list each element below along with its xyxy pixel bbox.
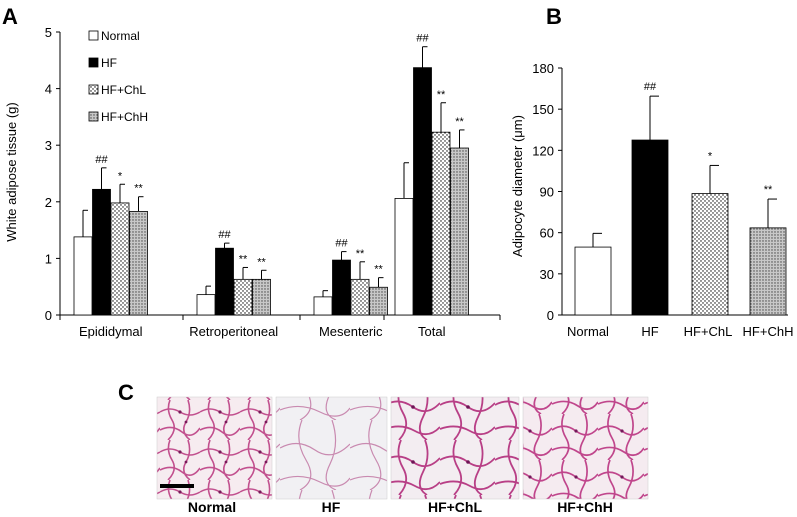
chart-a-legend-swatch — [88, 57, 99, 68]
panel-label-c: C — [118, 380, 134, 405]
chart-a-annotation: ** — [134, 183, 143, 195]
chart-b-ylabel: Adipocyte diameter (μm) — [510, 115, 525, 257]
chart-a: White adipose tissue (g) 0 1 2 3 4 5 ## ## ## ##… — [4, 25, 501, 339]
chart-b-xtick-label: HF+ChH — [743, 324, 794, 339]
chart-a-bar — [110, 202, 130, 316]
chart-a-ytick-label: 1 — [45, 251, 52, 266]
chart-a-legend-swatch — [88, 111, 99, 122]
histology-panel: Normal HF HF+ChL HF+ChH — [156, 396, 649, 515]
chart-a-ylabel: White adipose tissue (g) — [4, 102, 19, 241]
histology-label-hf: HF — [322, 499, 341, 515]
chart-a-annotation: ## — [416, 33, 429, 45]
chart-a-ytick-label: 2 — [45, 195, 52, 210]
chart-a-bar — [252, 278, 271, 316]
chart-a-legend-label: HF — [101, 56, 117, 70]
chart-a-bar — [129, 211, 148, 316]
chart-a-bar — [313, 296, 333, 316]
chart-b-ytick-label: 180 — [532, 61, 554, 76]
chart-a-annotation: ** — [356, 248, 365, 260]
chart-a-ytick-label: 3 — [45, 138, 52, 153]
chart-a-annotation: ** — [437, 89, 446, 101]
chart-b-bar — [574, 246, 612, 316]
chart-a-bar — [215, 247, 234, 316]
chart-b-bar — [631, 139, 669, 316]
chart-a-xtick-label: Retroperitoneal — [189, 324, 278, 339]
chart-b-annotation: * — [708, 150, 713, 162]
chart-b-ytick-label: 120 — [532, 143, 554, 158]
chart-b: Adipocyte diameter (μm) 0 30 60 90 120 150 180… — [510, 61, 793, 339]
chart-b-annotation: ** — [764, 184, 773, 196]
chart-b-ytick-label: 150 — [532, 102, 554, 117]
chart-a-bar — [73, 236, 93, 316]
chart-b-annotation: ## — [644, 81, 657, 93]
chart-a-bar — [431, 131, 451, 316]
chart-a-ytick-label: 0 — [45, 308, 52, 323]
chart-a-annotation: ## — [95, 154, 108, 166]
chart-a-bar — [369, 286, 388, 316]
histology-image-hf-chl — [391, 397, 519, 499]
histology-label-hf-chl: HF+ChL — [428, 499, 483, 515]
chart-a-legend: Normal HF HF+ChL HF+ChH — [88, 29, 148, 124]
chart-a-legend-label: HF+ChL — [101, 83, 146, 97]
chart-a-bar — [332, 259, 351, 316]
chart-a-ytick-label: 5 — [45, 25, 52, 40]
chart-a-annotation: ## — [218, 229, 231, 241]
panel-label-a: A — [2, 4, 18, 29]
histology-label-normal: Normal — [188, 499, 236, 515]
chart-a-annotation: ** — [455, 116, 464, 128]
scale-bar — [160, 484, 194, 488]
histology-label-hf-chh: HF+ChH — [557, 499, 613, 515]
panel-label-b: B — [546, 4, 562, 29]
chart-b-bar — [749, 227, 787, 316]
chart-a-bar — [394, 198, 414, 316]
chart-b-xtick-label: HF+ChL — [684, 324, 733, 339]
chart-a-bar — [350, 278, 370, 316]
chart-b-ytick-label: 30 — [540, 267, 554, 282]
chart-a-legend-swatch — [88, 30, 99, 41]
chart-b-ytick-label: 90 — [540, 185, 554, 200]
chart-b-xtick-label: HF — [641, 324, 658, 339]
chart-b-xtick-label: Normal — [567, 324, 609, 339]
chart-a-annotation: ** — [374, 264, 383, 276]
histology-image-normal — [157, 397, 272, 499]
chart-b-ytick-label: 0 — [547, 308, 554, 323]
chart-a-bar — [92, 188, 111, 316]
chart-a-annotation: ** — [239, 253, 248, 265]
chart-a-bar — [196, 294, 216, 316]
chart-a-annotation: ## — [335, 238, 348, 250]
chart-a-xtick-label: Total — [418, 324, 446, 339]
chart-a-bar — [413, 67, 432, 316]
chart-a-bar — [450, 147, 469, 316]
chart-a-annotation: ** — [257, 256, 266, 268]
histology-image-hf — [276, 397, 387, 499]
chart-a-xtick-label: Epididymal — [79, 324, 143, 339]
chart-a-bar — [233, 278, 253, 316]
chart-a-legend-label: Normal — [101, 29, 140, 43]
chart-a-legend-label: HF+ChH — [101, 110, 148, 124]
chart-a-annotation: * — [118, 170, 123, 182]
chart-b-bar — [691, 193, 729, 316]
chart-b-ytick-label: 60 — [540, 226, 554, 241]
chart-a-legend-swatch — [88, 84, 99, 95]
chart-a-ytick-label: 4 — [45, 82, 52, 97]
histology-image-hf-chh — [523, 397, 648, 499]
chart-a-xtick-label: Mesenteric — [319, 324, 383, 339]
